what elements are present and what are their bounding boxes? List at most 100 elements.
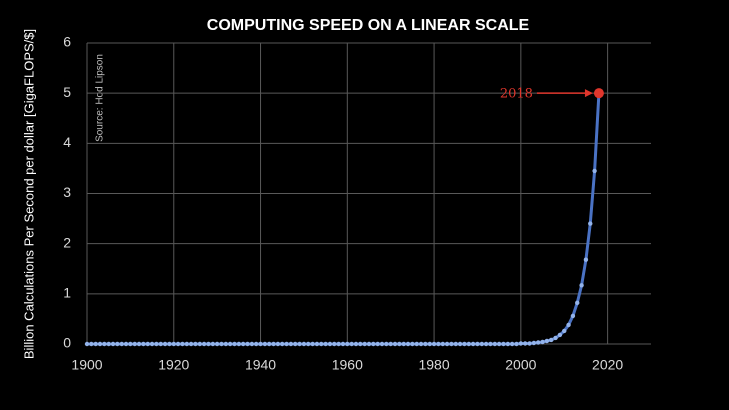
data-point bbox=[531, 340, 537, 346]
data-point bbox=[206, 341, 211, 347]
data-point bbox=[306, 341, 311, 347]
data-point bbox=[84, 341, 90, 347]
y-tick-label: 6 bbox=[63, 34, 71, 50]
data-point bbox=[136, 341, 142, 347]
data-point bbox=[102, 341, 107, 347]
data-point bbox=[392, 341, 398, 347]
data-point bbox=[449, 341, 454, 347]
data-point bbox=[362, 341, 367, 347]
x-tick-label: 2000 bbox=[505, 357, 536, 373]
data-point bbox=[522, 341, 528, 346]
x-tick-label: 1920 bbox=[158, 357, 189, 373]
x-tick-label: 1960 bbox=[332, 357, 363, 373]
data-point bbox=[119, 341, 124, 347]
data-point bbox=[570, 313, 576, 319]
data-point bbox=[210, 341, 216, 347]
data-point bbox=[514, 341, 519, 347]
highlight-point bbox=[593, 88, 604, 99]
data-point bbox=[93, 341, 98, 347]
data-point bbox=[267, 341, 272, 347]
data-point bbox=[310, 341, 315, 347]
data-point bbox=[470, 341, 476, 347]
data-point bbox=[197, 341, 202, 347]
data-point bbox=[162, 341, 168, 347]
data-point bbox=[249, 341, 255, 347]
data-point bbox=[115, 341, 120, 347]
data-point bbox=[401, 341, 406, 347]
data-point bbox=[418, 341, 424, 347]
data-point bbox=[227, 341, 233, 347]
data-point bbox=[319, 341, 324, 347]
data-point bbox=[384, 341, 389, 347]
data-point bbox=[592, 168, 597, 174]
data-point bbox=[527, 341, 532, 346]
data-point bbox=[353, 341, 359, 347]
data-point bbox=[483, 341, 489, 347]
data-point bbox=[158, 341, 163, 347]
source-note: Source: Hod Lipson bbox=[95, 54, 106, 142]
data-point bbox=[509, 341, 515, 347]
data-point bbox=[175, 341, 181, 347]
data-point bbox=[358, 341, 363, 347]
data-point bbox=[444, 341, 450, 347]
data-point bbox=[540, 339, 545, 345]
y-tick-label: 4 bbox=[63, 134, 71, 150]
data-point bbox=[475, 341, 480, 347]
data-point bbox=[141, 341, 146, 347]
data-point bbox=[219, 341, 224, 347]
data-point bbox=[457, 341, 463, 347]
data-point bbox=[375, 341, 380, 347]
data-point bbox=[184, 341, 189, 347]
data-point bbox=[236, 341, 242, 347]
data-point bbox=[579, 283, 584, 288]
data-point bbox=[223, 341, 229, 347]
data-point bbox=[440, 341, 445, 347]
x-tick-label: 1980 bbox=[418, 357, 449, 373]
data-point bbox=[488, 341, 493, 347]
data-point bbox=[557, 332, 563, 338]
data-point bbox=[562, 328, 567, 334]
data-point bbox=[171, 341, 176, 347]
data-point bbox=[254, 341, 259, 347]
data-point bbox=[106, 341, 111, 347]
data-point bbox=[427, 341, 432, 347]
annotation-text: 2018 bbox=[500, 87, 533, 102]
data-point bbox=[436, 341, 441, 347]
data-point bbox=[284, 341, 289, 347]
data-point bbox=[262, 341, 268, 347]
data-point bbox=[566, 322, 571, 328]
data-point bbox=[201, 341, 207, 347]
data-point bbox=[575, 300, 580, 306]
data-point bbox=[345, 341, 350, 347]
data-point bbox=[496, 341, 502, 347]
data-point bbox=[588, 221, 593, 226]
y-tick-label: 5 bbox=[63, 84, 71, 100]
x-tick-label: 1940 bbox=[245, 357, 276, 373]
data-point bbox=[505, 341, 511, 347]
data-point bbox=[110, 341, 116, 347]
data-point bbox=[479, 341, 484, 347]
data-point bbox=[149, 341, 155, 347]
data-point bbox=[518, 341, 524, 346]
data-point bbox=[544, 338, 550, 344]
data-point bbox=[492, 341, 498, 347]
data-point bbox=[128, 341, 133, 347]
data-point bbox=[180, 341, 185, 347]
y-tick-label: 3 bbox=[63, 184, 71, 200]
data-point bbox=[232, 341, 237, 347]
data-point bbox=[132, 341, 137, 347]
data-point bbox=[414, 341, 419, 347]
data-point bbox=[258, 341, 263, 347]
data-point bbox=[97, 341, 103, 347]
data-point bbox=[336, 341, 341, 347]
data-point bbox=[167, 341, 172, 347]
data-point bbox=[379, 341, 385, 347]
data-point bbox=[423, 341, 428, 347]
chart-title: COMPUTING SPEED ON A LINEAR SCALE bbox=[207, 17, 530, 34]
data-point bbox=[280, 341, 285, 347]
data-point bbox=[466, 341, 471, 347]
data-point bbox=[271, 341, 276, 347]
data-point bbox=[371, 341, 376, 347]
